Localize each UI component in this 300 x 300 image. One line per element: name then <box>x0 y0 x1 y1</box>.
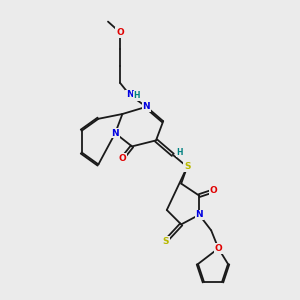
Text: S: S <box>184 162 190 171</box>
Text: O: O <box>214 244 222 253</box>
Text: N: N <box>142 102 150 111</box>
Text: N: N <box>195 210 203 219</box>
Text: N: N <box>111 129 119 138</box>
Text: H: H <box>133 92 140 100</box>
Text: N: N <box>126 90 134 99</box>
Text: O: O <box>118 154 126 163</box>
Text: O: O <box>116 28 124 37</box>
Text: O: O <box>210 186 218 195</box>
Text: H: H <box>176 148 183 157</box>
Text: S: S <box>162 237 169 246</box>
